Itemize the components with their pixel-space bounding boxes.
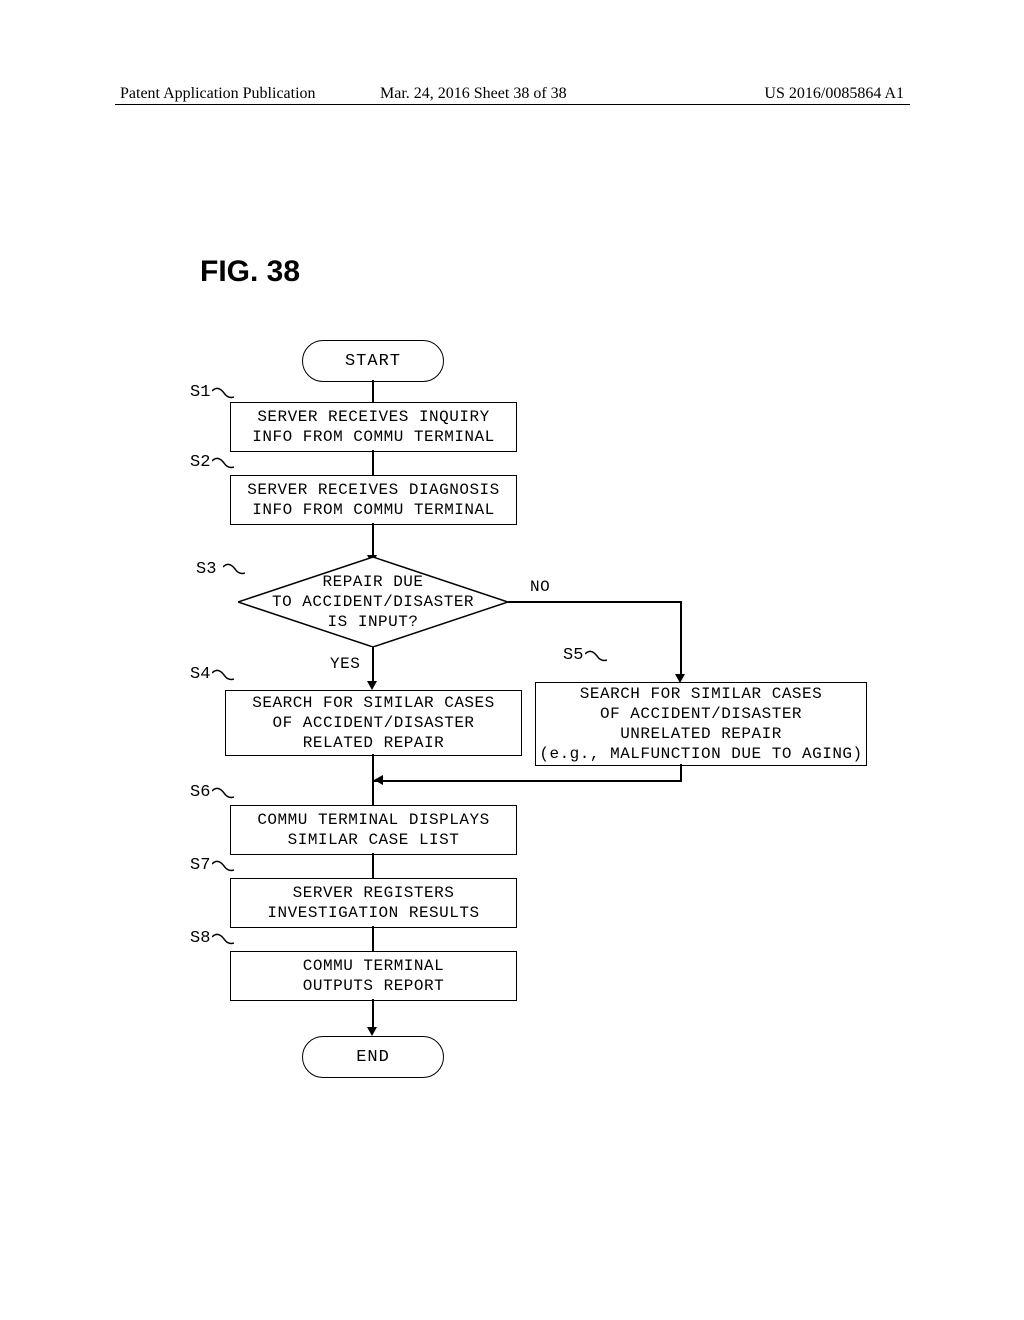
flowchart: START S1 SERVER RECEIVES INQUIRY INFO FR… bbox=[0, 0, 1024, 1320]
step-label-s2: S2 bbox=[190, 453, 210, 472]
edge-s2-s3 bbox=[372, 523, 374, 557]
arrowhead-icon bbox=[367, 681, 377, 690]
arrowhead-icon bbox=[374, 775, 383, 785]
end-terminator: END bbox=[302, 1036, 444, 1078]
step-s1-text: SERVER RECEIVES INQUIRY INFO FROM COMMU … bbox=[252, 407, 494, 447]
edge-s3-no-h bbox=[508, 601, 680, 603]
edge-s5-merge-h bbox=[372, 780, 682, 782]
step-s1-box: SERVER RECEIVES INQUIRY INFO FROM COMMU … bbox=[230, 402, 517, 452]
step-label-s6: S6 bbox=[190, 783, 210, 802]
step-label-s8: S8 bbox=[190, 929, 210, 948]
step-s7-text: SERVER REGISTERS INVESTIGATION RESULTS bbox=[267, 883, 479, 923]
hook-icon bbox=[212, 860, 234, 874]
edge-start-s1 bbox=[372, 380, 374, 402]
step-s5-box: SEARCH FOR SIMILAR CASES OF ACCIDENT/DIS… bbox=[535, 682, 867, 766]
end-label: END bbox=[356, 1048, 390, 1067]
branch-yes-label: YES bbox=[330, 655, 360, 673]
edge-s3-yes bbox=[372, 647, 374, 683]
step-s8-box: COMMU TERMINAL OUTPUTS REPORT bbox=[230, 951, 517, 1001]
edge-s6-s7 bbox=[372, 853, 374, 878]
edge-s8-end bbox=[372, 999, 374, 1029]
hook-icon bbox=[212, 457, 234, 471]
edge-merge-s6 bbox=[372, 780, 374, 805]
edge-s1-s2 bbox=[372, 450, 374, 475]
step-label-s5: S5 bbox=[563, 646, 583, 665]
edge-s3-no-v bbox=[680, 601, 682, 676]
step-s4-box: SEARCH FOR SIMILAR CASES OF ACCIDENT/DIS… bbox=[225, 690, 522, 756]
arrowhead-icon bbox=[367, 1027, 377, 1036]
hook-icon bbox=[212, 787, 234, 801]
step-s3-decision: REPAIR DUE TO ACCIDENT/DISASTER IS INPUT… bbox=[238, 557, 508, 647]
hook-icon bbox=[585, 650, 607, 664]
step-s6-box: COMMU TERMINAL DISPLAYS SIMILAR CASE LIS… bbox=[230, 805, 517, 855]
step-label-s3: S3 bbox=[196, 560, 216, 579]
edge-s7-s8 bbox=[372, 926, 374, 951]
step-s8-text: COMMU TERMINAL OUTPUTS REPORT bbox=[303, 956, 444, 996]
edge-s5-down bbox=[680, 764, 682, 780]
step-s7-box: SERVER REGISTERS INVESTIGATION RESULTS bbox=[230, 878, 517, 928]
step-s6-text: COMMU TERMINAL DISPLAYS SIMILAR CASE LIS… bbox=[257, 810, 489, 850]
branch-no-label: NO bbox=[530, 578, 550, 596]
step-s2-text: SERVER RECEIVES DIAGNOSIS INFO FROM COMM… bbox=[247, 480, 500, 520]
step-label-s1: S1 bbox=[190, 383, 210, 402]
step-s2-box: SERVER RECEIVES DIAGNOSIS INFO FROM COMM… bbox=[230, 475, 517, 525]
hook-icon bbox=[212, 933, 234, 947]
start-label: START bbox=[345, 352, 401, 371]
start-terminator: START bbox=[302, 340, 444, 382]
hook-icon bbox=[212, 669, 234, 683]
step-s5-text: SEARCH FOR SIMILAR CASES OF ACCIDENT/DIS… bbox=[539, 684, 862, 764]
step-s3-text: REPAIR DUE TO ACCIDENT/DISASTER IS INPUT… bbox=[272, 572, 474, 632]
hook-icon bbox=[212, 387, 234, 401]
step-label-s4: S4 bbox=[190, 665, 210, 684]
step-label-s7: S7 bbox=[190, 856, 210, 875]
step-s4-text: SEARCH FOR SIMILAR CASES OF ACCIDENT/DIS… bbox=[252, 693, 494, 753]
